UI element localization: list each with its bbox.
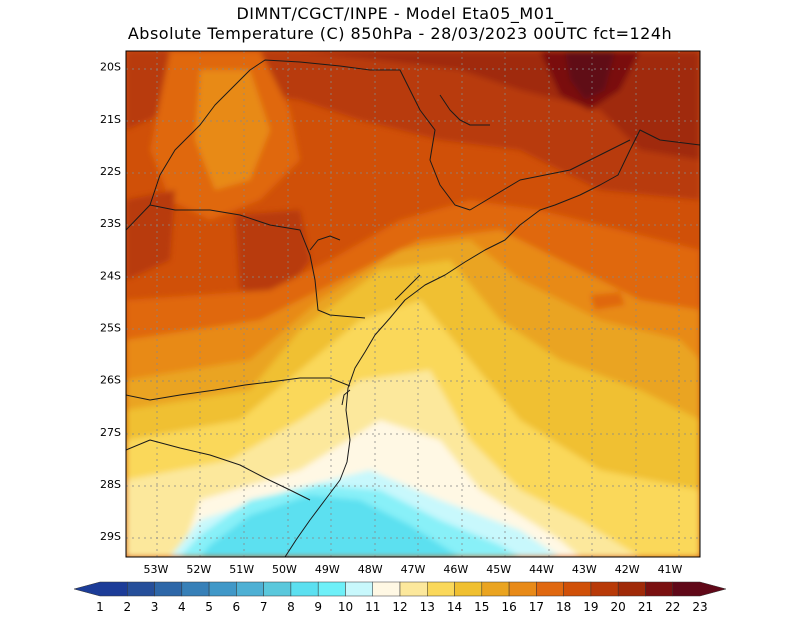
- map-frame: [125, 50, 701, 558]
- colorbar-label: 18: [556, 600, 571, 614]
- colorbar-swatch: [317, 581, 346, 597]
- lat-tick-label: 26S: [100, 374, 121, 387]
- colorbar-label: 17: [529, 600, 544, 614]
- field-zone-17-nw: [195, 70, 270, 190]
- lon-tick-label: 42W: [615, 563, 640, 576]
- colorbar-swatch: [508, 581, 537, 597]
- colorbar-label: 7: [260, 600, 268, 614]
- graticule: [126, 51, 700, 557]
- lon-tick-label: 51W: [229, 563, 254, 576]
- lon-tick-label: 52W: [186, 563, 211, 576]
- colorbar-swatch: [181, 581, 210, 597]
- colorbar-label: 13: [420, 600, 435, 614]
- colorbar-swatch: [73, 581, 128, 597]
- state-border-central: [126, 377, 351, 401]
- colorbar-label: 6: [233, 600, 241, 614]
- colorbar-label: 11: [365, 600, 380, 614]
- lon-tick-label: 44W: [529, 563, 554, 576]
- colorbar-swatch: [454, 581, 483, 597]
- colorbar-label: 14: [447, 600, 462, 614]
- lon-tick-label: 53W: [144, 563, 169, 576]
- colorbar-label: 3: [151, 600, 159, 614]
- colorbar-swatch: [208, 581, 237, 597]
- colorbar-swatch: [645, 581, 673, 597]
- colorbar-label: 1: [96, 600, 104, 614]
- colorbar-label: 9: [314, 600, 322, 614]
- colorbar-label: 10: [338, 600, 353, 614]
- state-border-south: [126, 439, 311, 501]
- colorbar: 1 2 3 4 5 6 7 8 9 10 11 12 13 14 15 16 17 18 19 20 21 22 23: [73, 581, 727, 614]
- colorbar-label: 16: [501, 600, 516, 614]
- map-subtitle: Absolute Temperature (C) 850hPa - 28/03/…: [127, 24, 673, 43]
- colorbar-swatch: [481, 581, 510, 597]
- coastline-and-borders: [126, 59, 700, 557]
- coastline: [284, 129, 700, 557]
- colorbar-label: 4: [178, 600, 186, 614]
- field-zone-18-east: [590, 292, 625, 310]
- lon-tick-label: 41W: [658, 563, 683, 576]
- colorbar-swatch: [536, 581, 564, 597]
- temperature-field: [126, 51, 700, 557]
- colorbar-label: 5: [205, 600, 213, 614]
- colorbar-label: 23: [692, 600, 707, 614]
- colorbar-swatch: [236, 581, 264, 597]
- lon-tick-label: 49W: [315, 563, 340, 576]
- river-outline: [309, 235, 341, 251]
- lon-tick-label: 47W: [401, 563, 426, 576]
- colorbar-swatch: [290, 581, 319, 597]
- colorbar-swatch: [154, 581, 183, 597]
- colorbar-label: 2: [123, 600, 131, 614]
- colorbar-label: 22: [665, 600, 680, 614]
- field-zone-23: [565, 51, 615, 100]
- lon-tick-label: 48W: [358, 563, 383, 576]
- lat-tick-label: 24S: [100, 269, 121, 282]
- colorbar-swatch: [263, 581, 292, 597]
- colorbar-label: 19: [583, 600, 598, 614]
- field-zone-20-w: [126, 190, 175, 280]
- longitude-labels: 53W 52W 51W 50W 49W 48W 47W 46W 45W 44W 43W 42W 41W: [144, 563, 683, 576]
- colorbar-swatch: [563, 581, 592, 597]
- colorbar-label: 15: [474, 600, 489, 614]
- coastline-inlet: [394, 274, 421, 301]
- state-border-north: [126, 204, 366, 319]
- colorbar-label: 21: [638, 600, 653, 614]
- lon-tick-label: 43W: [572, 563, 597, 576]
- lat-tick-label: 28S: [100, 478, 121, 491]
- lon-tick-label: 50W: [272, 563, 297, 576]
- lat-tick-label: 25S: [100, 321, 121, 334]
- colorbar-swatch: [672, 581, 727, 597]
- lat-tick-label: 22S: [100, 165, 121, 178]
- lat-tick-label: 27S: [100, 426, 121, 439]
- colorbar-swatch: [127, 581, 155, 597]
- colorbar-label: 12: [392, 600, 407, 614]
- lat-tick-label: 29S: [100, 530, 121, 543]
- colorbar-swatch: [427, 581, 455, 597]
- lat-tick-label: 20S: [100, 61, 121, 74]
- coastline-island: [341, 389, 351, 406]
- latitude-labels: 20S 21S 22S 23S 24S 25S 26S 27S 28S 29S: [100, 61, 121, 543]
- colorbar-label: 20: [611, 600, 626, 614]
- field-zone-9: [200, 495, 460, 557]
- lon-tick-label: 45W: [486, 563, 511, 576]
- map-title: DIMNT/CGCT/INPE - Model Eta05_M01_: [236, 4, 564, 23]
- lat-tick-label: 21S: [100, 113, 121, 126]
- colorbar-swatch: [399, 581, 428, 597]
- colorbar-swatch: [345, 581, 373, 597]
- colorbar-swatch: [617, 581, 646, 597]
- colorbar-swatch: [590, 581, 619, 597]
- colorbar-swatch: [372, 581, 401, 597]
- reservoir-outline: [439, 94, 490, 126]
- lon-tick-label: 46W: [443, 563, 468, 576]
- lat-tick-label: 23S: [100, 217, 121, 230]
- colorbar-label: 8: [287, 600, 295, 614]
- state-border-southeast: [469, 139, 631, 211]
- state-border-east: [149, 59, 471, 211]
